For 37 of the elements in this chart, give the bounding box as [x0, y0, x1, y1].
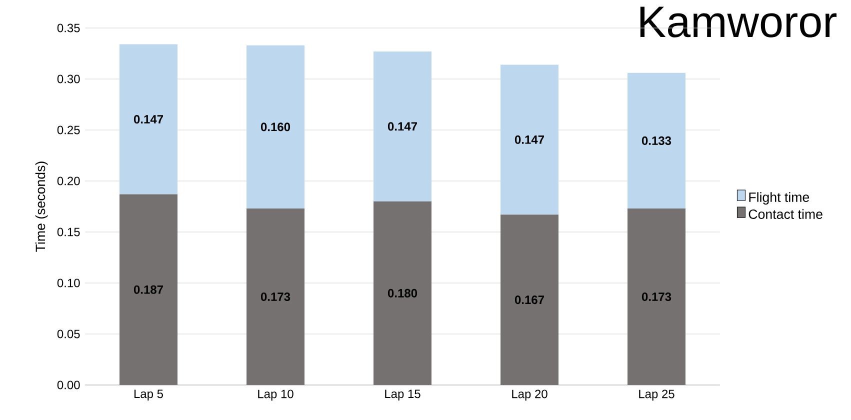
x-tick-label: Lap 10	[258, 390, 294, 401]
data-label: 0.133	[642, 136, 672, 145]
data-label: 0.173	[642, 292, 672, 302]
bar	[627, 208, 686, 385]
bar	[120, 44, 178, 194]
x-tick-label: Lap 25	[639, 390, 674, 401]
bar	[120, 194, 178, 385]
y-tick-label: 0.35	[57, 24, 80, 32]
x-tick-label: Lap 20	[512, 390, 548, 401]
data-label: 0.160	[260, 122, 290, 132]
bar	[627, 72, 686, 209]
y-tick-label: 0.20	[57, 176, 80, 186]
bar	[500, 64, 558, 215]
bar	[500, 214, 558, 385]
bar	[246, 45, 304, 209]
y-tick-label: 0.30	[57, 74, 80, 84]
data-label: 0.167	[514, 296, 544, 304]
bar	[246, 208, 304, 385]
y-tick-label: 0.25	[57, 126, 80, 134]
y-tick-label: 0.15	[57, 228, 80, 236]
bar	[374, 201, 432, 385]
x-tick-label: Lap 15	[385, 390, 420, 400]
y-axis-title: Time (seconds)	[35, 162, 48, 252]
x-tick-label: Lap 5	[134, 390, 163, 400]
data-label: 0.187	[134, 285, 163, 294]
y-tick-label: 0.10	[57, 278, 80, 288]
bar	[374, 51, 432, 202]
legend-label: Contact time	[748, 209, 822, 219]
y-tick-label: 0.05	[57, 330, 80, 338]
data-label: 0.173	[260, 292, 290, 302]
data-label: 0.180	[388, 288, 418, 298]
data-label: 0.147	[514, 135, 544, 144]
data-label: 0.147	[388, 122, 417, 131]
chart-title: Kamworor	[640, 6, 837, 38]
y-tick-label: 0.00	[57, 380, 80, 390]
data-label: 0.147	[134, 115, 163, 124]
legend-label: Flight time	[749, 192, 810, 205]
